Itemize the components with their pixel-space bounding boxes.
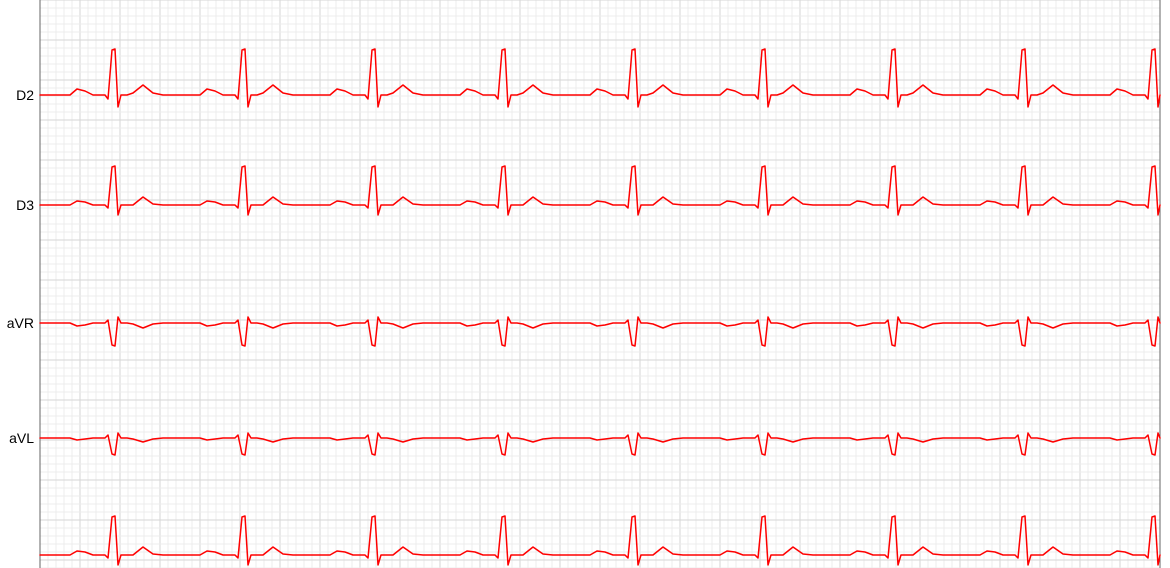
grid xyxy=(40,0,1160,568)
lead-label-aVR: aVR xyxy=(0,315,34,331)
lead-label-D2: D2 xyxy=(0,87,34,103)
ecg-page: D2 D3 aVR aVL xyxy=(0,0,1170,568)
lead-label-aVL: aVL xyxy=(0,430,34,446)
lead-label-D3: D3 xyxy=(0,197,34,213)
ecg-svg xyxy=(0,0,1170,568)
